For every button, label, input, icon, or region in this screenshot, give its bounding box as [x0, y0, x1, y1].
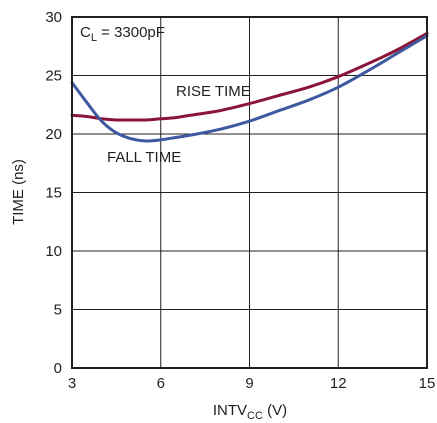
y-tick-label: 30	[45, 9, 62, 26]
y-tick-label: 0	[54, 360, 62, 377]
y-tick-label: 20	[45, 126, 62, 143]
rise-time-annotation: RISE TIME	[176, 83, 251, 100]
series-group	[70, 31, 429, 143]
x-axis-label-main: INTV	[213, 402, 247, 419]
x-axis-label: INTVCC (V)	[213, 402, 287, 422]
fall-time-line	[70, 34, 429, 143]
x-tick-label: 15	[419, 375, 436, 392]
x-axis-label-subscript: CC	[247, 410, 263, 422]
fall-time-annotation: FALL TIME	[107, 149, 181, 166]
condition-label-subscript: L	[91, 32, 97, 44]
y-tick-label: 5	[54, 302, 62, 319]
rise-time-line	[70, 31, 429, 122]
condition-label-rest: = 3300pF	[97, 24, 165, 41]
condition-label-main: C	[80, 24, 91, 41]
tick-labels: 3 6 9 12 15 0 5 10 15 20 25 30	[45, 9, 435, 392]
x-tick-label: 12	[330, 375, 347, 392]
y-tick-label: 25	[45, 68, 62, 85]
x-tick-label: 9	[245, 375, 253, 392]
x-tick-label: 3	[68, 375, 76, 392]
y-tick-label: 15	[45, 185, 62, 202]
y-axis-label: TIME (ns)	[10, 159, 27, 225]
plot-frame	[71, 16, 428, 369]
x-axis-label-unit: (V)	[263, 402, 287, 419]
x-tick-label: 6	[157, 375, 165, 392]
grid	[72, 17, 427, 368]
y-tick-label: 10	[45, 243, 62, 260]
condition-label: CL = 3300pF	[80, 24, 165, 44]
